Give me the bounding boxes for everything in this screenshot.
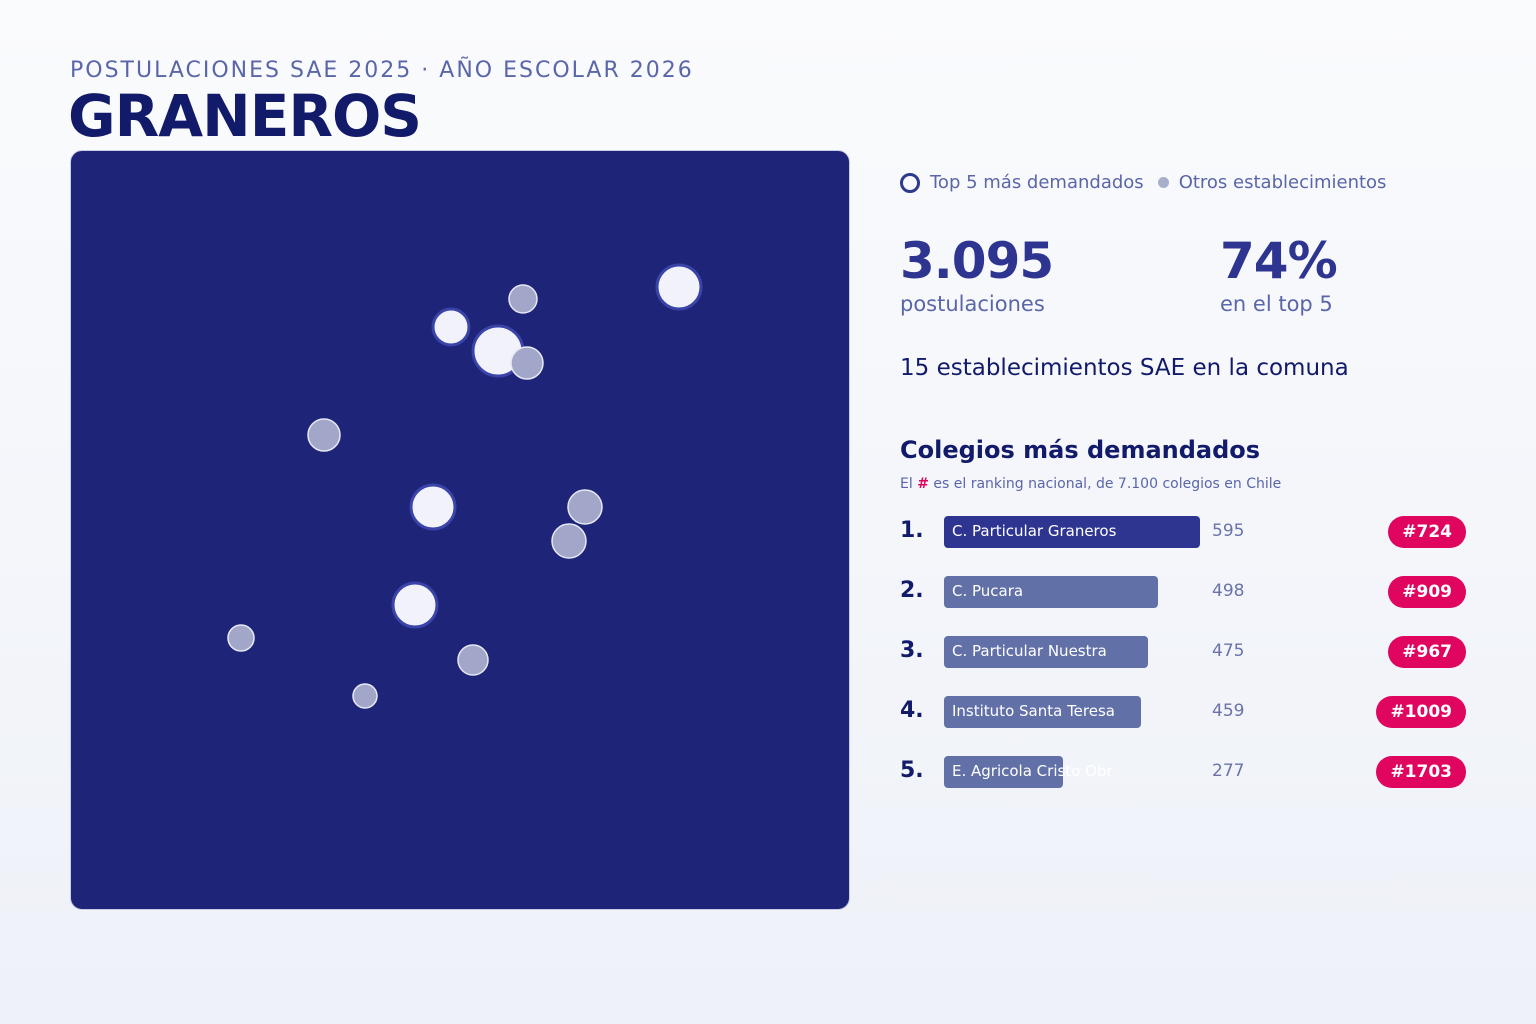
postulaciones-value: 3.095 [900, 232, 1054, 290]
ranking-note-suffix: es el ranking nacional, de 7.100 colegio… [933, 476, 1282, 492]
ranking-row[interactable]: 4. Instituto Santa Teresa 459 #1009 [900, 696, 1466, 730]
school-marker[interactable] [510, 346, 544, 380]
schools-map[interactable] [70, 150, 850, 910]
rank-number: 2. [900, 578, 924, 603]
ranking-note-prefix: El [900, 476, 913, 492]
map-legend: Top 5 más demandados Otros establecimien… [900, 172, 1386, 193]
top5-school-marker[interactable] [409, 483, 457, 531]
school-marker[interactable] [352, 683, 378, 709]
top5-school-marker[interactable] [655, 263, 703, 311]
national-rank-badge: #967 [1388, 636, 1466, 668]
map-canvas [227, 263, 703, 709]
school-marker[interactable] [551, 523, 587, 559]
count-bar: C. Particular Nuestra [944, 636, 1148, 668]
school-name: C. Particular Nuestra [952, 642, 1107, 660]
rank-number: 3. [900, 638, 924, 663]
school-name: E. Agricola Cristo Obr [952, 762, 1113, 780]
others-legend-icon [1157, 177, 1169, 188]
count-bar: E. Agricola Cristo Obr [944, 756, 1113, 788]
national-rank-badge: #1703 [1376, 756, 1466, 788]
school-marker[interactable] [508, 284, 538, 314]
school-marker[interactable] [567, 489, 603, 525]
school-marker[interactable] [227, 624, 255, 652]
application-count: 277 [1212, 761, 1245, 781]
school-marker[interactable] [307, 418, 341, 452]
top5-share-label: en el top 5 [1220, 292, 1333, 316]
application-count: 459 [1212, 701, 1245, 721]
application-count: 498 [1212, 581, 1245, 601]
national-rank-badge: #1009 [1376, 696, 1466, 728]
count-bar: C. Pucara [944, 576, 1158, 608]
top5-school-marker[interactable] [391, 581, 439, 629]
rank-number: 1. [900, 518, 924, 543]
top5-school-marker[interactable] [431, 307, 471, 347]
page-title: GRANEROS [68, 82, 422, 150]
comuna-summary: 15 establecimientos SAE en la comuna [900, 355, 1349, 381]
ranking-row[interactable]: 3. C. Particular Nuestra 475 #967 [900, 636, 1466, 670]
ranking-note-hash: # [917, 476, 929, 492]
ranking-row[interactable]: 5. E. Agricola Cristo Obr 277 #1703 [900, 756, 1466, 790]
rank-number: 4. [900, 698, 924, 723]
national-rank-badge: #724 [1388, 516, 1466, 548]
application-count: 475 [1212, 641, 1245, 661]
count-bar: C. Particular Graneros [944, 516, 1200, 548]
school-name: C. Particular Graneros [952, 522, 1117, 540]
page-subtitle: POSTULACIONES SAE 2025 · AÑO ESCOLAR 202… [70, 58, 694, 83]
top5-legend-icon [900, 172, 920, 193]
ranking-note: El # es el ranking nacional, de 7.100 co… [900, 476, 1281, 492]
application-count: 595 [1212, 521, 1245, 541]
ranking-row[interactable]: 2. C. Pucara 498 #909 [900, 576, 1466, 610]
rank-number: 5. [900, 758, 924, 783]
school-marker[interactable] [457, 644, 489, 676]
ranking-row[interactable]: 1. C. Particular Graneros 595 #724 [900, 516, 1466, 550]
school-name: Instituto Santa Teresa [952, 702, 1115, 720]
top5-legend-label: Top 5 más demandados [930, 172, 1144, 193]
ranking-title: Colegios más demandados [900, 436, 1261, 464]
count-bar: Instituto Santa Teresa [944, 696, 1141, 728]
national-rank-badge: #909 [1388, 576, 1466, 608]
others-legend-label: Otros establecimientos [1178, 172, 1387, 193]
postulaciones-label: postulaciones [900, 292, 1045, 316]
school-name: C. Pucara [952, 582, 1024, 600]
top5-share-value: 74% [1220, 232, 1338, 290]
